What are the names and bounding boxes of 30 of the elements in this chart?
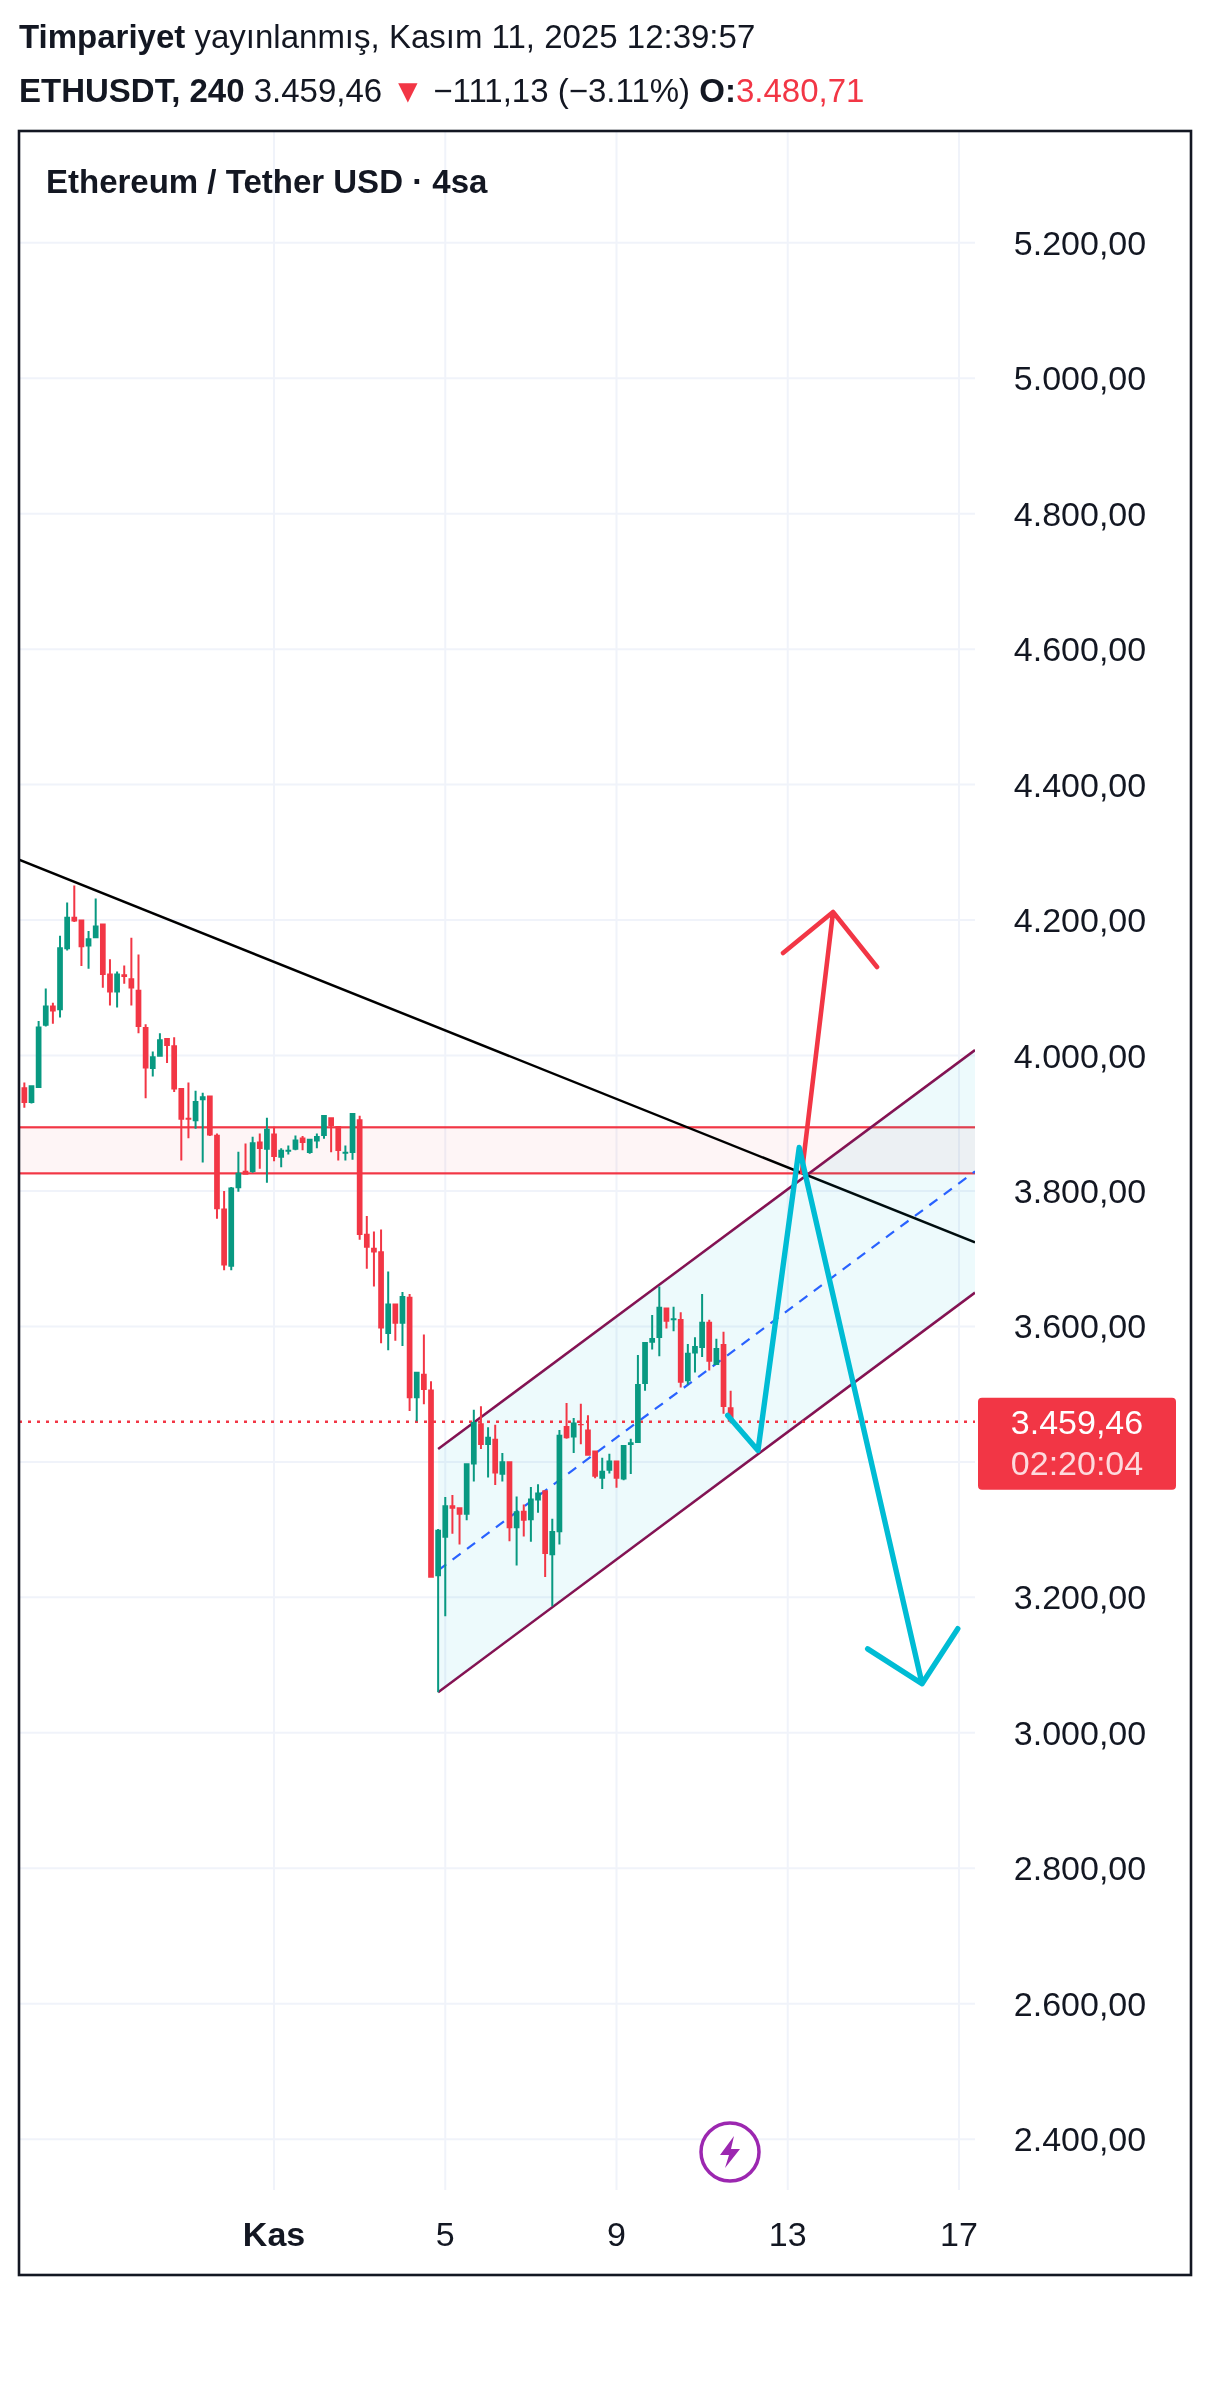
- y-tick-label: 3.800,00: [1013, 1171, 1147, 1210]
- y-tick-label: 2.400,00: [1013, 2120, 1147, 2159]
- y-tick-label: 3.200,00: [1013, 1578, 1147, 1617]
- text: Ethereum / Tether USD · 4sa: [46, 162, 488, 200]
- y-tick-label: 3.000,00: [1013, 1713, 1147, 1752]
- x-tick-label: 9: [607, 2215, 626, 2253]
- x-tick-label: 17: [940, 2215, 978, 2253]
- x-tick-label: Kas: [242, 2215, 306, 2253]
- y-tick-label: 2.800,00: [1013, 1849, 1147, 1888]
- y-tick-label: 4.200,00: [1013, 901, 1147, 940]
- chart-subtitle: ETHUSDT, 240 3.459,46 ▼ −111,13 (−3.11%) O:3.480,71: [19, 72, 865, 109]
- candlestick: [670, 1306, 677, 1332]
- x-tick-label: 5: [435, 2215, 455, 2253]
- candlestick: [485, 1427, 491, 1478]
- y-tick-label: 4.600,00: [1013, 630, 1147, 669]
- text: 02:20:04: [1010, 1443, 1144, 1482]
- y-tick-label: 2.600,00: [1013, 1984, 1147, 2023]
- y-tick-label: 5.000,00: [1013, 359, 1147, 398]
- y-tick-label: 5.200,00: [1013, 223, 1147, 262]
- ref-line-label: 3.459,46: [1010, 1402, 1144, 1441]
- x-tick-label: 13: [768, 2215, 807, 2253]
- text: Timpariyet yayınlanmış, Kasım 11, 2025 12:39:57: [19, 18, 756, 55]
- y-tick-label: 4.400,00: [1013, 765, 1147, 804]
- candlestick: [199, 1092, 206, 1163]
- y-tick-label: 4.800,00: [1013, 494, 1147, 533]
- y-tick-label: 4.000,00: [1013, 1036, 1147, 1075]
- candlestick: [185, 1082, 192, 1139]
- candlestick: [121, 965, 128, 984]
- y-tick-label: 3.600,00: [1013, 1307, 1147, 1346]
- candlestick: [449, 1495, 456, 1534]
